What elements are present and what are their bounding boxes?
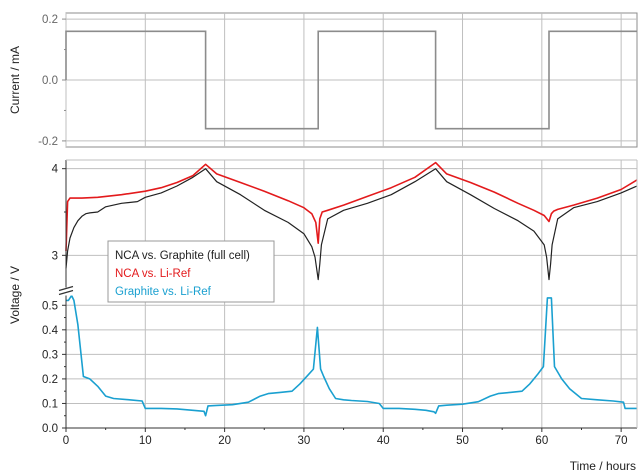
current-ytick-label: -0.2 xyxy=(38,136,58,148)
voltage-ytick-label: 4 xyxy=(52,164,59,176)
voltage-axis-title: Voltage / V xyxy=(8,266,22,324)
current-ytick-label: 0.0 xyxy=(42,75,58,87)
legend-box xyxy=(107,240,275,303)
legend: NCA vs. Graphite (full cell) NCA vs. Li-… xyxy=(107,240,275,303)
time-axis-title: Time / hours xyxy=(570,459,636,473)
current-panel: -0.2 0.0 0.2 xyxy=(38,12,638,148)
cathode-voltage-line xyxy=(65,161,638,252)
voltage-ytick-label: 0.5 xyxy=(42,300,58,312)
legend-entry-nca-li-ref: NCA vs. Li-Ref xyxy=(115,268,191,280)
axis-break-mark xyxy=(58,289,74,296)
axis-break-mark xyxy=(58,285,74,292)
xtick-label: 10 xyxy=(139,435,152,447)
xtick-label: 60 xyxy=(535,435,548,447)
current-axis-title: Current / mA xyxy=(8,46,22,114)
xtick-label: 50 xyxy=(456,435,469,447)
voltage-ytick-label: 0.1 xyxy=(42,398,58,410)
current-ytick-label: 0.2 xyxy=(42,14,58,26)
voltage-ytick-label: 0.4 xyxy=(42,325,59,337)
current-series-line xyxy=(65,30,637,130)
xtick-label: 30 xyxy=(298,435,311,447)
axis-break-gap xyxy=(59,287,73,296)
xtick-label: 20 xyxy=(218,435,231,447)
voltage-ytick-label: 3 xyxy=(52,250,58,262)
voltage-ytick-label: 0.2 xyxy=(42,374,58,386)
legend-entry-graphite-li-ref: Graphite vs. Li-Ref xyxy=(115,286,212,298)
xtick-label: 70 xyxy=(615,435,628,447)
voltage-ytick-label: 0.3 xyxy=(42,349,58,361)
anode-voltage-line xyxy=(66,294,637,417)
voltage-ytick-label: 0.0 xyxy=(42,423,58,435)
legend-entry-full-cell: NCA vs. Graphite (full cell) xyxy=(115,250,250,262)
xtick-label: 40 xyxy=(377,435,390,447)
xtick-label: 0 xyxy=(63,435,69,447)
voltage-panel: 3 4 0.0 0.1 0.2 0.3 0.4 0.5 0 10 20 30 40 50 60 70 xyxy=(42,159,638,447)
full-cell-voltage-line xyxy=(65,168,638,281)
